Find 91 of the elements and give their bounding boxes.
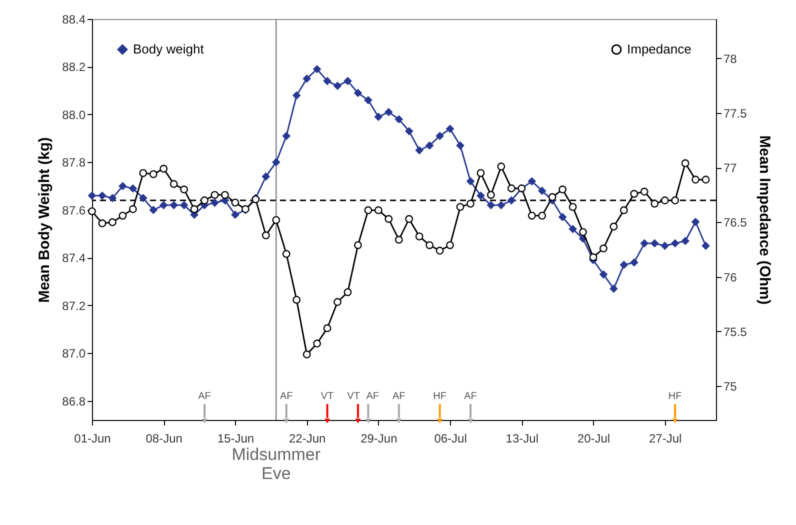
point: [333, 82, 342, 90]
point: [670, 239, 680, 248]
point: [312, 64, 322, 74]
point: [404, 127, 414, 136]
ref-line-label: VT: [347, 391, 360, 402]
point: [528, 177, 536, 186]
point: [272, 158, 280, 166]
y-axis-title: Mean Body Weight (kg): [36, 137, 54, 303]
ref-line-label: VT: [320, 391, 334, 402]
y2-tick-label: 77.5: [724, 106, 748, 120]
point: [620, 260, 628, 270]
point: [118, 182, 127, 190]
point: [302, 74, 312, 83]
y-tick-label: 86.8: [62, 394, 86, 408]
point: [374, 112, 383, 122]
y2-tick-label: 75: [724, 380, 738, 394]
y-tick-label: 87.4: [62, 251, 86, 266]
y2-tick-label: 77: [724, 161, 738, 176]
x-tick-label: 13-Jul: [506, 432, 538, 446]
point: [599, 270, 608, 279]
point: [456, 141, 464, 150]
point: [610, 284, 618, 293]
y-tick-label: 87.6: [62, 203, 86, 218]
x-tick-label: 27-Jul: [649, 432, 682, 446]
point: [170, 200, 178, 210]
point: [394, 115, 404, 124]
point: [415, 146, 424, 154]
ref-line-label: AF: [464, 391, 477, 402]
x-tick-label: 15-Jun: [217, 432, 254, 446]
point: [650, 239, 659, 248]
ref-line-label: Midsummer Eve: [232, 445, 321, 483]
point: [558, 212, 567, 222]
ref-line-label: AF: [198, 391, 211, 402]
ref-line-label: AF: [280, 391, 293, 402]
point: [292, 91, 301, 100]
point: [231, 210, 240, 219]
point: [149, 206, 158, 214]
x-tick-label: 22-Jun: [288, 432, 326, 446]
y-tick-label: 87.8: [62, 156, 86, 170]
point: [354, 88, 362, 98]
point: [476, 191, 485, 200]
point: [210, 198, 219, 207]
point: [568, 224, 577, 234]
point: [364, 96, 372, 104]
point: [507, 196, 516, 205]
x-tick-label: 08-Jun: [146, 432, 182, 446]
point: [323, 76, 332, 86]
y-tick-label: 88.2: [62, 60, 86, 74]
y2-tick-label: 76.5: [724, 216, 748, 230]
x-tick-label: 20-Jul: [577, 432, 610, 446]
y-tick-label: 88.0: [62, 108, 86, 122]
point: [282, 132, 291, 140]
point: [138, 194, 148, 202]
point: [538, 186, 546, 196]
y2-tick-label: 78: [724, 52, 738, 66]
point: [425, 141, 434, 150]
point: [691, 218, 700, 226]
ref-line-label: AF: [392, 391, 406, 402]
point: [436, 132, 444, 140]
point: [486, 200, 496, 210]
point: [496, 200, 506, 210]
point: [660, 242, 670, 250]
point: [180, 200, 188, 210]
ref-line-label: HF: [668, 391, 682, 402]
point: [446, 124, 454, 133]
point: [702, 242, 710, 250]
point: [159, 200, 168, 210]
y-tick-label: 88.4: [62, 12, 86, 26]
ref-line-label: AF: [366, 391, 379, 402]
y-tick-label: 87.0: [62, 346, 86, 361]
ref-line-label: HF: [433, 391, 446, 402]
legend-label: Impedance: [627, 42, 692, 56]
y2-tick-label: 75.5: [724, 324, 748, 339]
point: [262, 172, 270, 181]
x-tick-label: 06-Jul: [434, 432, 467, 446]
point: [640, 239, 649, 248]
point: [108, 194, 117, 202]
point: [681, 236, 690, 246]
y2-axis-title: Mean Impedance (Ohm): [756, 135, 773, 305]
point: [128, 184, 138, 193]
point: [98, 191, 106, 200]
point: [466, 177, 475, 186]
x-tick-label: 01-Jun: [74, 432, 111, 446]
point: [88, 191, 96, 200]
y2-tick-label: 76: [724, 270, 738, 284]
point: [384, 108, 393, 116]
x-tick-label: 29-Jun: [360, 432, 398, 446]
point: [630, 258, 638, 267]
y-tick-label: 87.2: [62, 298, 86, 313]
legend-label: Body weight: [133, 42, 204, 56]
point: [344, 76, 352, 86]
